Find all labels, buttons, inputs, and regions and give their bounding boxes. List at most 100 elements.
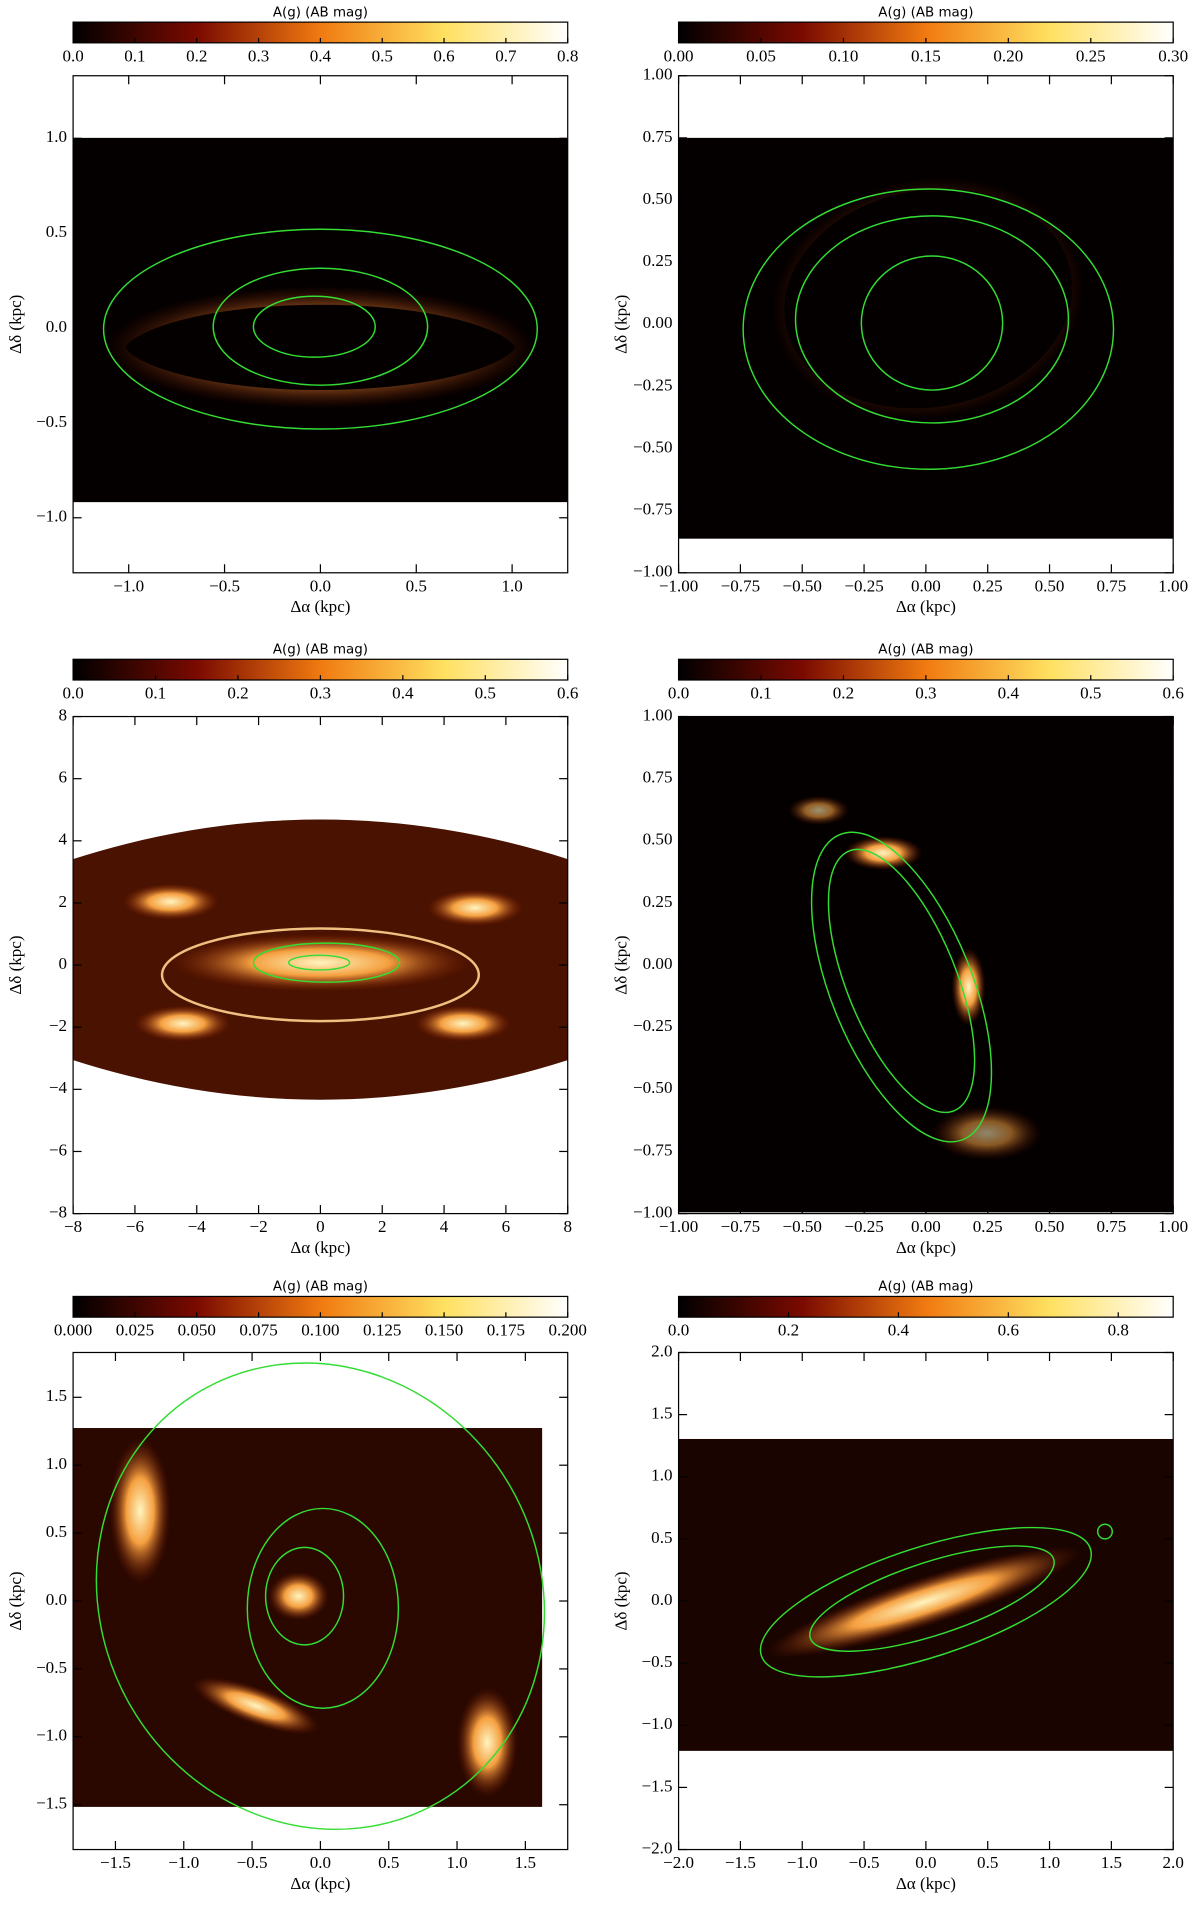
x-tick-label: −1.00 xyxy=(659,1217,698,1236)
colorbar-tick-label: 0.6 xyxy=(1163,684,1185,703)
panel: A(g) (AB mag) 0.0 0.1 0.2 0.3 0.4 0.5 0.6 −8 −6 −4… xyxy=(6,643,579,1257)
x-tick-label: −0.50 xyxy=(783,1217,822,1236)
y-tick-label: −1.0 xyxy=(36,507,67,526)
y-tick-label: 2.0 xyxy=(651,1341,672,1360)
panel: A(g) (AB mag)0.0 0.1 0.2 0.3 0.4 0.5 0.6−1.00−… xyxy=(611,643,1188,1257)
image-area xyxy=(678,716,1174,1213)
dust-lane xyxy=(414,1005,512,1042)
colorbar-label: A(g) (AB mag) xyxy=(273,643,368,658)
colorbar-tick-label: 0.05 xyxy=(746,46,776,65)
contour xyxy=(794,215,1070,424)
x-tick-label: 0.25 xyxy=(973,576,1003,595)
contour xyxy=(95,1362,546,1830)
dust-blob xyxy=(931,1106,1042,1160)
panel: A(g) (AB mag) 0.0 0.1 0.2 0.3 0.4 0.5 0.6 0.7 0.8… xyxy=(6,5,578,616)
y-tick-label: −1.5 xyxy=(642,1776,673,1795)
colorbar-tick-label: 0.8 xyxy=(1108,1321,1129,1340)
colorbar-tick-label: 0.150 xyxy=(425,1321,463,1340)
x-tick-label: −1.0 xyxy=(168,1853,199,1872)
colorbar-tick-label: 0.6 xyxy=(557,684,579,703)
y-tick-label: −0.5 xyxy=(642,1652,673,1671)
y-tick-label: −0.25 xyxy=(633,1016,672,1035)
contour xyxy=(212,267,429,386)
colorbar-tick-label: 0.30 xyxy=(1158,46,1188,65)
colorbar-label: A(g) (AB mag) xyxy=(878,5,973,20)
y-tick-label: 1.0 xyxy=(46,1454,67,1473)
x-axis-label: Δα (kpc) xyxy=(896,1238,956,1257)
y-tick-label: −1.00 xyxy=(633,1203,672,1222)
colorbar-tick-label: 0.0 xyxy=(62,684,83,703)
colorbar-tick-label: 0.3 xyxy=(310,684,331,703)
y-axis-label: Δδ (kpc) xyxy=(6,935,25,994)
colorbar-tick-label: 0.000 xyxy=(54,1321,92,1340)
x-tick-label: 0.5 xyxy=(378,1853,399,1872)
y-tick-label: −1.00 xyxy=(633,562,672,581)
contour xyxy=(810,831,993,1143)
dust-arm xyxy=(109,1437,171,1584)
x-tick-label: −1.5 xyxy=(100,1853,131,1872)
y-tick-label: −1.0 xyxy=(36,1726,67,1745)
map-image xyxy=(678,1438,1174,1751)
y-tick-label: −1.0 xyxy=(642,1714,673,1733)
contour xyxy=(246,1507,400,1709)
y-tick-label: 0 xyxy=(58,954,67,973)
colorbar-tick-label: 0.4 xyxy=(392,684,414,703)
x-tick-label: −0.25 xyxy=(844,1217,883,1236)
y-tick-label: 0.50 xyxy=(643,830,673,849)
map-image xyxy=(678,137,1174,539)
x-tick-label: 0.00 xyxy=(911,576,941,595)
x-tick-label: 1.0 xyxy=(501,576,522,595)
y-tick-label: −8 xyxy=(49,1203,67,1222)
colorbar-tick-label: 0.075 xyxy=(239,1321,277,1340)
colorbar-tick-label: 0.0 xyxy=(668,1321,689,1340)
contour xyxy=(742,188,1115,470)
colorbar-tick-label: 0.100 xyxy=(301,1321,339,1340)
y-tick-label: 0.5 xyxy=(651,1528,672,1547)
contour xyxy=(759,1526,1093,1678)
panel: A(g) (AB mag) 0.0 0.2 0.4 0.6 0.8 −2.0 −1.5 −1.0… xyxy=(611,1280,1183,1893)
x-tick-label: 0.75 xyxy=(1096,576,1126,595)
x-tick-label: −0.5 xyxy=(237,1853,268,1872)
colorbar-tick-label: 0.125 xyxy=(363,1321,401,1340)
x-tick-label: 6 xyxy=(502,1217,511,1236)
colorbar-tick-label: 0.3 xyxy=(248,46,269,65)
contour xyxy=(252,942,401,983)
x-tick-label: −1.00 xyxy=(659,576,698,595)
dust-blob xyxy=(788,795,850,825)
x-tick-label: 1.0 xyxy=(1039,1853,1060,1872)
y-tick-label: 0.75 xyxy=(643,768,673,787)
y-tick-label: 1.00 xyxy=(643,705,673,724)
y-tick-label: 0.75 xyxy=(643,127,673,146)
dust-lane xyxy=(121,883,220,920)
dust-lane xyxy=(766,1546,1081,1659)
x-tick-label: 1.5 xyxy=(515,1853,536,1872)
colorbar-label: A(g) (AB mag) xyxy=(273,5,368,20)
x-tick-label: −1.0 xyxy=(787,1853,818,1872)
colorbar xyxy=(677,1295,1174,1318)
x-tick-label: 0 xyxy=(316,1217,325,1236)
y-tick-label: 1.5 xyxy=(46,1386,67,1405)
colorbar-tick-label: 0.0 xyxy=(62,46,83,65)
colorbar-tick-label: 0.050 xyxy=(178,1321,216,1340)
dust-arm xyxy=(192,1677,320,1735)
y-tick-label: 0.00 xyxy=(643,954,673,973)
x-tick-label: −6 xyxy=(126,1217,145,1236)
colorbar-tick-label: 0.10 xyxy=(829,46,859,65)
contour xyxy=(860,255,1004,391)
colorbar-tick-label: 0.4 xyxy=(888,1321,910,1340)
contour xyxy=(264,1546,345,1646)
colorbar-tick-label: 0.6 xyxy=(433,46,455,65)
y-tick-label: 0.0 xyxy=(46,317,67,336)
x-tick-label: 0.0 xyxy=(310,1853,331,1872)
x-tick-label: 0.25 xyxy=(973,1217,1003,1236)
contour xyxy=(288,954,351,971)
dust-ring xyxy=(762,167,1095,431)
dust-core xyxy=(268,1571,329,1621)
colorbar-tick-label: 0.20 xyxy=(993,46,1023,65)
colorbar-tick-label: 0.7 xyxy=(495,46,517,65)
x-tick-label: −1.0 xyxy=(113,576,144,595)
colorbar-tick-label: 0.1 xyxy=(124,46,145,65)
dust-lane xyxy=(134,1005,232,1042)
y-tick-label: 4 xyxy=(58,830,67,849)
